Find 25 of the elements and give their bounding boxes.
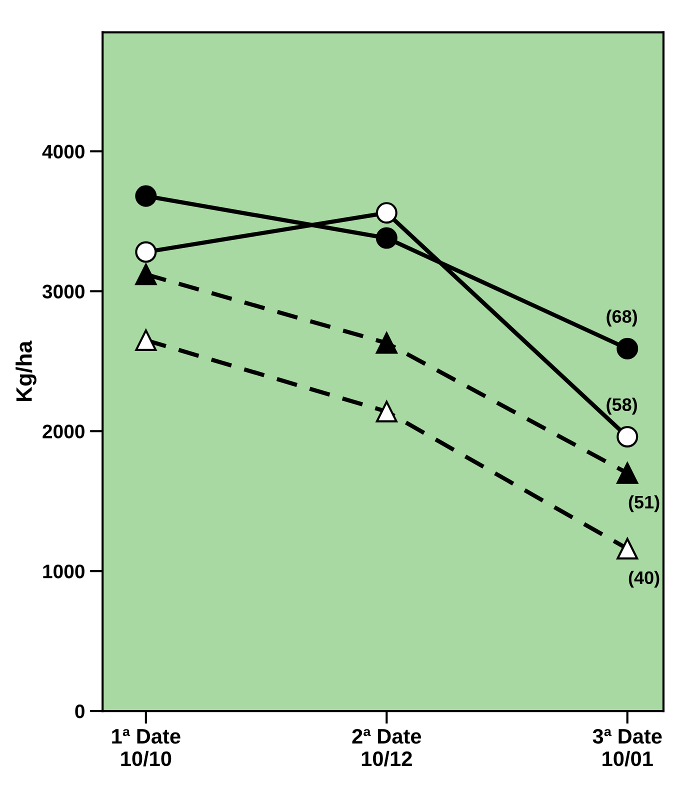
- point: [616, 462, 638, 484]
- point: [376, 202, 398, 224]
- point: [135, 185, 157, 207]
- annotation: (51): [628, 495, 660, 512]
- point: [616, 426, 638, 448]
- y-tick-label: 0: [75, 704, 84, 718]
- y-axis-title: Kg/ha: [16, 340, 36, 402]
- x-tick-label: 3ª Date 10/01: [592, 728, 662, 766]
- annotation: (58): [606, 398, 637, 415]
- point: [135, 264, 157, 286]
- y-tick-label: 4000: [42, 144, 84, 159]
- point: [135, 241, 157, 263]
- point: [616, 538, 638, 560]
- point: [376, 227, 398, 249]
- y-tick-label: 2000: [42, 424, 84, 438]
- x-tick-label: 1ª Date 10/10: [112, 729, 180, 766]
- point: [376, 332, 398, 354]
- point: [376, 400, 398, 422]
- y-tick-label: 1000: [43, 564, 84, 578]
- x-tick-label: 2ª Date 10/12: [352, 728, 422, 766]
- point: [135, 329, 157, 351]
- point: [616, 338, 638, 360]
- annotation: (40): [628, 570, 660, 588]
- y-tick-label: 3000: [42, 284, 84, 298]
- annotation: (68): [606, 310, 637, 326]
